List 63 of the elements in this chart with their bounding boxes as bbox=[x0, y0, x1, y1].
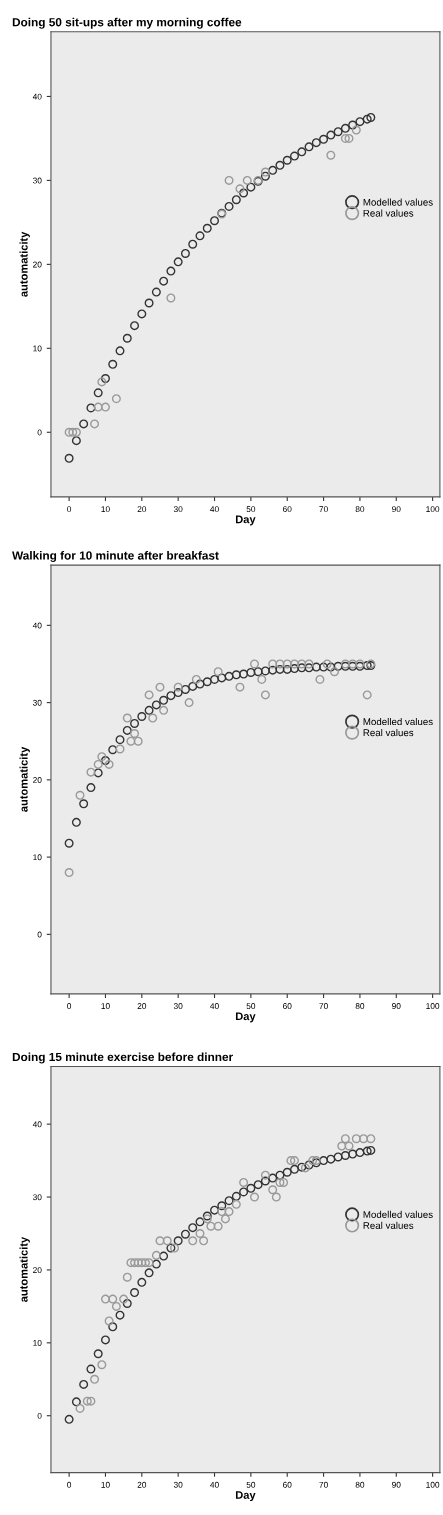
legend-label: Real values bbox=[363, 1221, 414, 1229]
x-tick-label: 100 bbox=[426, 1003, 440, 1009]
y-tick-label: 20 bbox=[33, 777, 42, 783]
x-tick-label: 50 bbox=[246, 1481, 256, 1488]
x-tick-label: 40 bbox=[210, 1481, 219, 1488]
x-tick-label: 30 bbox=[173, 1481, 183, 1488]
legend-label: Modelled values bbox=[363, 717, 433, 726]
x-tick-label: 80 bbox=[355, 506, 365, 513]
x-tick-label: 20 bbox=[137, 1003, 147, 1009]
y-tick-label: 20 bbox=[33, 261, 42, 268]
x-tick-label: 10 bbox=[101, 506, 110, 513]
x-tick-label: 70 bbox=[319, 1481, 328, 1488]
x-tick-label: 60 bbox=[283, 506, 292, 513]
x-axis-title: Day bbox=[235, 1491, 256, 1502]
x-axis-title: Day bbox=[235, 515, 256, 526]
y-tick-label: 0 bbox=[37, 1412, 42, 1419]
x-tick-label: 50 bbox=[246, 1003, 256, 1009]
legend-label: Modelled values bbox=[363, 1210, 433, 1218]
x-tick-label: 20 bbox=[137, 506, 147, 513]
y-tick-label: 30 bbox=[32, 177, 42, 184]
legend-label: Modelled values bbox=[363, 198, 433, 206]
x-tick-label: 60 bbox=[283, 1481, 292, 1488]
y-tick-label: 0 bbox=[37, 429, 42, 436]
x-tick-label: 80 bbox=[355, 1003, 365, 1009]
x-tick-label: 0 bbox=[67, 1481, 72, 1488]
x-tick-label: 30 bbox=[173, 1003, 183, 1009]
y-tick-label: 10 bbox=[33, 854, 42, 861]
chart-title: Walking for 10 minute after breakfast bbox=[12, 550, 219, 563]
x-tick-label: 100 bbox=[426, 506, 440, 513]
y-tick-label: 40 bbox=[32, 93, 42, 100]
legend-label: Real values bbox=[363, 209, 414, 217]
x-tick-label: 90 bbox=[392, 1481, 401, 1488]
y-tick-label: 10 bbox=[33, 345, 42, 352]
y-tick-label: 30 bbox=[32, 1194, 42, 1201]
x-tick-label: 90 bbox=[392, 1003, 401, 1009]
y-axis-title: automaticity bbox=[19, 231, 30, 297]
x-tick-label: 70 bbox=[319, 506, 328, 513]
x-tick-label: 0 bbox=[67, 1003, 72, 1009]
y-axis-title: automaticity bbox=[19, 1236, 30, 1302]
x-tick-label: 40 bbox=[210, 1003, 219, 1009]
x-tick-label: 90 bbox=[392, 506, 401, 513]
x-tick-label: 10 bbox=[101, 1481, 110, 1488]
x-tick-label: 40 bbox=[210, 506, 219, 513]
x-tick-label: 50 bbox=[246, 506, 256, 513]
x-tick-label: 100 bbox=[426, 1481, 440, 1488]
y-tick-label: 40 bbox=[32, 622, 42, 629]
chart-title: Doing 50 sit-ups after my morning coffee bbox=[12, 17, 242, 29]
x-tick-label: 0 bbox=[67, 506, 72, 513]
y-tick-label: 10 bbox=[33, 1340, 42, 1346]
y-tick-label: 30 bbox=[32, 699, 42, 706]
chart-title: Doing 15 minute exercise before dinner bbox=[12, 1052, 233, 1064]
x-tick-label: 20 bbox=[137, 1481, 147, 1488]
x-tick-label: 70 bbox=[319, 1003, 328, 1009]
y-tick-label: 40 bbox=[32, 1121, 42, 1128]
x-axis-title: Day bbox=[235, 1012, 256, 1023]
y-tick-label: 20 bbox=[33, 1267, 42, 1274]
y-tick-label: 0 bbox=[37, 931, 42, 938]
x-tick-label: 80 bbox=[355, 1481, 365, 1488]
legend-label: Real values bbox=[363, 728, 414, 737]
x-tick-label: 30 bbox=[173, 506, 183, 513]
x-tick-label: 60 bbox=[283, 1003, 292, 1009]
x-tick-label: 10 bbox=[101, 1003, 110, 1009]
y-axis-title: automaticity bbox=[19, 746, 30, 812]
